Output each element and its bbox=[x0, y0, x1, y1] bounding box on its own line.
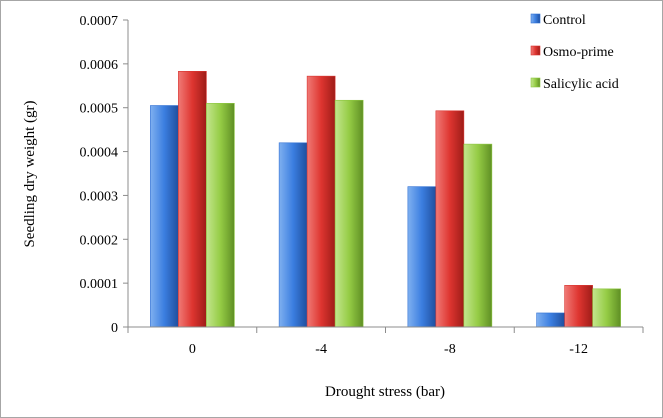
x-tick-label: -8 bbox=[444, 342, 456, 357]
bar-control-0 bbox=[150, 105, 179, 328]
y-tick-label: 0.0005 bbox=[80, 102, 119, 117]
bar-control-1 bbox=[278, 142, 308, 328]
y-axis-ticks bbox=[123, 19, 128, 328]
y-tick-label: 0.0002 bbox=[80, 233, 119, 248]
x-axis-ticks bbox=[127, 327, 644, 333]
x-tick-label: -12 bbox=[569, 342, 588, 357]
legend-label: Control bbox=[543, 13, 586, 28]
bar-control-3 bbox=[536, 312, 565, 328]
legend-swatch bbox=[530, 13, 541, 24]
y-axis-tick-labels: 0 0.0001 0.0002 0.0003 0.0004 0.0005 0.0006 0.0… bbox=[80, 14, 119, 336]
bar-salicylic-acid-1 bbox=[334, 99, 364, 328]
bar-osmo-prime-1 bbox=[306, 75, 336, 328]
x-tick-label: -4 bbox=[315, 342, 327, 357]
legend-label: Salicylic acid bbox=[543, 77, 619, 92]
y-tick-label: 0.0004 bbox=[80, 146, 119, 161]
bar-salicylic-acid-3 bbox=[592, 288, 621, 328]
bar-osmo-prime-0 bbox=[178, 71, 207, 328]
y-tick-label: 0.0001 bbox=[80, 277, 119, 292]
y-axis-title: Seedling dry weight (gr) bbox=[22, 100, 38, 247]
bars bbox=[150, 71, 621, 328]
bar-osmo-prime-3 bbox=[564, 285, 593, 328]
y-tick-label: 0.0006 bbox=[80, 58, 119, 73]
legend-label: Osmo-prime bbox=[543, 45, 614, 60]
legend-swatch bbox=[530, 45, 541, 56]
y-tick-label: 0.0007 bbox=[80, 14, 119, 29]
legend-swatch bbox=[530, 77, 541, 88]
bar-salicylic-acid-2 bbox=[463, 143, 493, 328]
x-axis-tick-labels: 0 -4 -8 -12 bbox=[189, 342, 588, 357]
y-tick-label: 0 bbox=[111, 321, 118, 336]
bar-salicylic-acid-0 bbox=[206, 103, 235, 328]
bar-control-2 bbox=[407, 186, 437, 328]
x-axis-title: Drought stress (bar) bbox=[325, 384, 445, 400]
bar-osmo-prime-2 bbox=[435, 110, 465, 328]
x-tick-label: 0 bbox=[189, 342, 196, 357]
legend: Control Osmo-prime Salicylic acid bbox=[530, 13, 619, 92]
y-tick-label: 0.0003 bbox=[80, 189, 119, 204]
